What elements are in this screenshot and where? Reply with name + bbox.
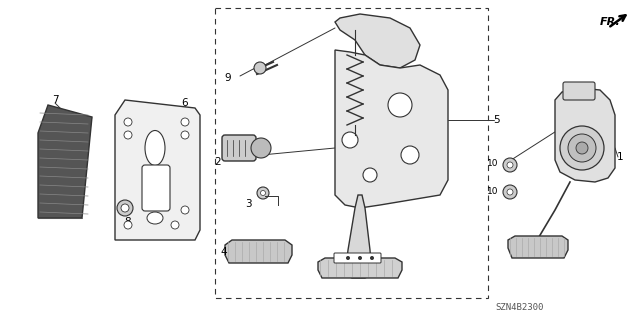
Ellipse shape [147, 212, 163, 224]
FancyBboxPatch shape [222, 135, 256, 161]
Circle shape [171, 221, 179, 229]
Circle shape [388, 93, 412, 117]
Circle shape [401, 146, 419, 164]
Circle shape [260, 190, 266, 196]
Circle shape [124, 131, 132, 139]
Circle shape [254, 62, 266, 74]
Polygon shape [38, 105, 92, 218]
Text: 2: 2 [214, 157, 221, 167]
Circle shape [507, 189, 513, 195]
Circle shape [181, 206, 189, 214]
Polygon shape [345, 195, 372, 278]
Circle shape [503, 185, 517, 199]
Circle shape [342, 132, 358, 148]
Circle shape [124, 206, 132, 214]
Circle shape [576, 142, 588, 154]
Circle shape [568, 134, 596, 162]
Polygon shape [115, 100, 200, 240]
Circle shape [251, 138, 271, 158]
Polygon shape [225, 240, 292, 263]
Text: SZN4B2300: SZN4B2300 [496, 303, 544, 313]
Polygon shape [318, 258, 402, 278]
Circle shape [346, 256, 350, 260]
FancyBboxPatch shape [142, 165, 170, 211]
Text: 1: 1 [617, 152, 623, 162]
Text: 7: 7 [52, 95, 58, 105]
FancyBboxPatch shape [563, 82, 595, 100]
Polygon shape [335, 14, 420, 68]
Text: 3: 3 [244, 199, 252, 209]
Circle shape [181, 118, 189, 126]
Text: FR.: FR. [600, 17, 621, 27]
FancyBboxPatch shape [334, 253, 381, 263]
Circle shape [358, 256, 362, 260]
Circle shape [560, 126, 604, 170]
Text: 10: 10 [486, 188, 498, 197]
Circle shape [181, 131, 189, 139]
Circle shape [124, 221, 132, 229]
Polygon shape [555, 88, 615, 182]
Circle shape [363, 168, 377, 182]
Text: 9: 9 [225, 73, 231, 83]
Circle shape [121, 204, 129, 212]
Circle shape [507, 162, 513, 168]
Ellipse shape [145, 130, 165, 166]
Circle shape [117, 200, 133, 216]
Text: 8: 8 [125, 217, 131, 227]
Circle shape [257, 187, 269, 199]
Text: 6: 6 [182, 98, 188, 108]
Polygon shape [508, 236, 568, 258]
Text: 5: 5 [493, 115, 499, 125]
Polygon shape [335, 50, 448, 208]
Circle shape [124, 118, 132, 126]
Circle shape [503, 158, 517, 172]
Bar [215, 8, 488, 298]
Text: 10: 10 [486, 159, 498, 167]
Circle shape [370, 256, 374, 260]
Text: 4: 4 [221, 247, 227, 257]
